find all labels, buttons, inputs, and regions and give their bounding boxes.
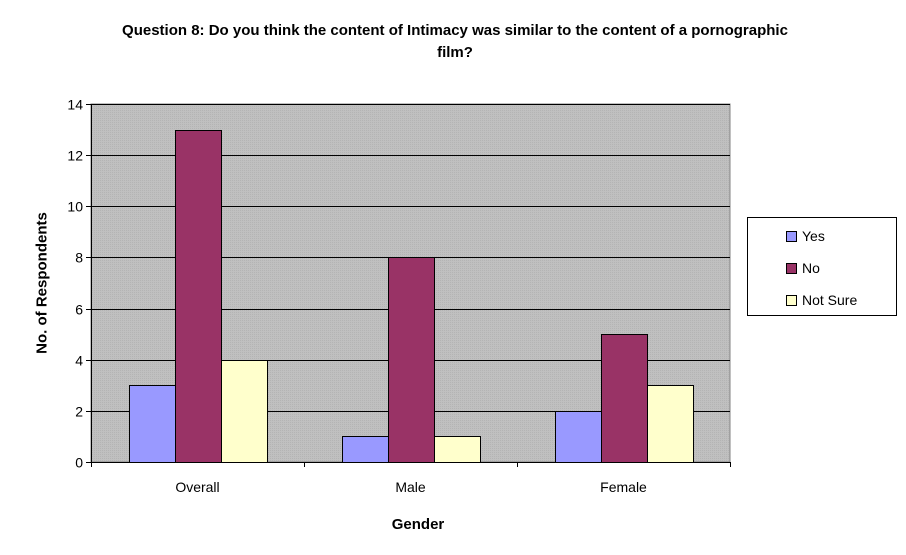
y-axis-label: No. of Respondents (33, 212, 51, 354)
legend-swatch-yes (786, 230, 797, 242)
chart-title-line-1: Question 8: Do you think the content of … (122, 22, 788, 39)
bar-not-sure-male (434, 436, 481, 463)
bar-not-sure-female (647, 385, 694, 463)
y-tick-label: 10 (67, 199, 83, 215)
x-tick-label: Male (395, 479, 426, 495)
legend-item-yes: Yes (786, 228, 825, 244)
y-tick-label: 14 (67, 97, 83, 113)
bar-no-female (601, 334, 648, 463)
chart-title: Question 8: Do you think the content of … (80, 20, 830, 64)
y-tick-label: 4 (75, 353, 83, 369)
bar-yes-overall (129, 385, 176, 463)
legend-label-not-sure: Not Sure (802, 292, 858, 308)
legend-swatch-no (786, 262, 797, 274)
legend-item-no: No (786, 260, 820, 276)
y-tick-label: 2 (75, 404, 83, 420)
bar-no-male (388, 257, 435, 463)
x-tick-label: Female (600, 479, 647, 495)
legend-swatch-not-sure (786, 294, 797, 306)
y-tick-label: 8 (75, 250, 83, 266)
y-tick-label: 0 (75, 455, 83, 471)
bar-yes-female (555, 411, 602, 463)
bar-no-overall (175, 130, 222, 463)
legend-item-not-sure: Not Sure (786, 292, 857, 308)
chart-title-line-2: film? (437, 44, 473, 61)
bar-yes-male (342, 436, 389, 463)
legend-label-yes: Yes (802, 228, 825, 244)
bar-not-sure-overall (221, 360, 268, 463)
y-tick-label: 12 (67, 148, 83, 164)
x-tick-label: Overall (175, 479, 219, 495)
y-tick-label: 6 (75, 302, 83, 318)
x-axis-label: Gender (391, 516, 445, 533)
legend-label-no: No (802, 260, 820, 276)
legend: Yes No Not Sure (747, 217, 897, 316)
